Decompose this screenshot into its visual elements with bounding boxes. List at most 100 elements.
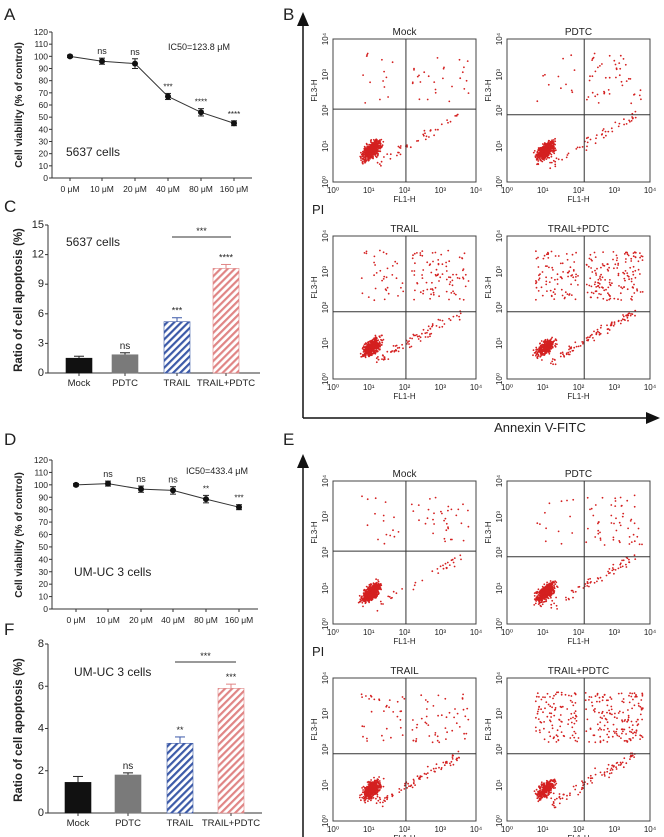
scatter-dot <box>561 158 563 161</box>
scatter-dot <box>630 280 633 283</box>
scatter-dot <box>389 351 392 353</box>
scatter-dot <box>425 722 428 725</box>
scatter-dot <box>441 273 444 275</box>
scatter-dot <box>563 355 566 358</box>
scatter-dot <box>556 283 559 285</box>
scatter-dot <box>363 149 366 152</box>
scatter-dot <box>386 153 389 156</box>
scatter-dot <box>551 358 554 360</box>
scatter-dot <box>379 98 381 101</box>
scatter-dot <box>569 351 572 353</box>
x-tick-label: 10⁰ <box>327 628 339 637</box>
scatter-dot <box>632 270 634 273</box>
scatter-dot <box>599 539 602 541</box>
scatter-dot <box>588 257 591 260</box>
scatter-dot <box>459 77 462 80</box>
scatter-dot <box>601 276 604 279</box>
scatter-dot <box>602 264 605 267</box>
y-tick-label: 10¹ <box>321 582 330 594</box>
scatter-dot <box>620 505 623 507</box>
scatter-dot <box>544 595 547 598</box>
scatter-dot <box>543 588 546 591</box>
scatter-dot <box>628 561 630 563</box>
scatter-dot <box>448 100 451 103</box>
scatter-dot <box>381 279 383 282</box>
data-point <box>132 60 138 67</box>
scatter-dot <box>560 542 563 545</box>
scatter-dot <box>602 128 605 130</box>
scatter-plot-1: PDTC10⁰10⁰10¹10¹10²10²10³10³10⁴10⁴FL1-HF… <box>484 469 657 646</box>
scatter-dot <box>375 357 378 360</box>
scatter-dot <box>546 347 549 350</box>
y-tick-label: 100 <box>34 51 48 61</box>
scatter-dot <box>426 776 429 779</box>
scatter-dot <box>366 593 369 595</box>
scatter-dot <box>599 531 601 534</box>
scatter-dot <box>367 797 369 800</box>
scatter-dot <box>371 346 373 349</box>
scatter-dot <box>552 151 554 153</box>
scatter-dot <box>437 714 439 717</box>
scatter-dot <box>554 255 557 257</box>
scatter-dot <box>366 145 369 148</box>
scatter-dot <box>416 75 419 78</box>
scatter-dot <box>425 281 428 284</box>
scatter-dot <box>554 345 557 348</box>
scatter-dot <box>444 562 447 565</box>
scatter-dot <box>451 279 454 282</box>
scatter-dot <box>414 289 416 292</box>
scatter-dot <box>550 153 553 156</box>
scatter-dot <box>630 313 632 315</box>
scatter-dot <box>365 695 367 697</box>
scatter-dot <box>445 760 448 763</box>
scatter-dot <box>541 585 544 588</box>
scatter-dot <box>613 267 615 270</box>
scatter-dot <box>574 298 577 301</box>
scatter-dot <box>548 145 551 148</box>
scatter-dot <box>546 290 548 292</box>
pi-axis-label: PI <box>312 644 324 659</box>
scatter-dot <box>416 723 419 726</box>
scatter-dot <box>539 147 542 149</box>
scatter-dot <box>389 153 392 156</box>
scatter-dot <box>596 580 598 583</box>
scatter-dot <box>464 737 466 740</box>
scatter-dot <box>539 159 542 161</box>
scatter-dot <box>375 341 377 344</box>
significance-label: *** <box>172 306 183 316</box>
scatter-dot <box>601 129 604 132</box>
scatter-dot <box>393 516 395 519</box>
scatter-dot <box>362 351 365 353</box>
scatter-dot <box>549 585 552 588</box>
scatter-dot <box>392 711 395 713</box>
x-tick-label: TRAIL+PDTC <box>197 378 255 389</box>
scatter-dot <box>424 699 427 701</box>
scatter-dot <box>458 58 461 61</box>
scatter-dot <box>454 115 457 117</box>
scatter-dot <box>427 325 430 328</box>
y-tick-label: 6 <box>38 308 44 320</box>
scatter-dot <box>377 538 379 541</box>
y-tick-label: 10² <box>495 546 504 558</box>
scatter-dot <box>586 496 589 499</box>
scatter-dot <box>594 281 597 283</box>
scatter-dot <box>392 345 395 347</box>
scatter-dot <box>377 799 380 802</box>
x-tick-label: 10³ <box>434 186 446 195</box>
scatter-dot <box>424 138 427 141</box>
scatter-dot <box>369 598 372 600</box>
scatter-dot <box>363 592 366 594</box>
scatter-dot <box>600 273 602 276</box>
y-tick-label: 10² <box>321 104 330 116</box>
scatter-dot <box>602 297 605 300</box>
scatter-dot <box>599 576 602 579</box>
scatter-dot <box>545 158 548 161</box>
scatter-dot <box>572 349 575 352</box>
scatter-dot <box>537 160 540 162</box>
scatter-dot <box>618 285 620 287</box>
ic50-annotation: IC50=433.4 μM <box>186 466 248 476</box>
scatter-dot <box>416 335 419 338</box>
scatter-dot <box>365 158 367 160</box>
scatter-dot <box>555 339 558 342</box>
scatter-dot <box>545 153 547 155</box>
